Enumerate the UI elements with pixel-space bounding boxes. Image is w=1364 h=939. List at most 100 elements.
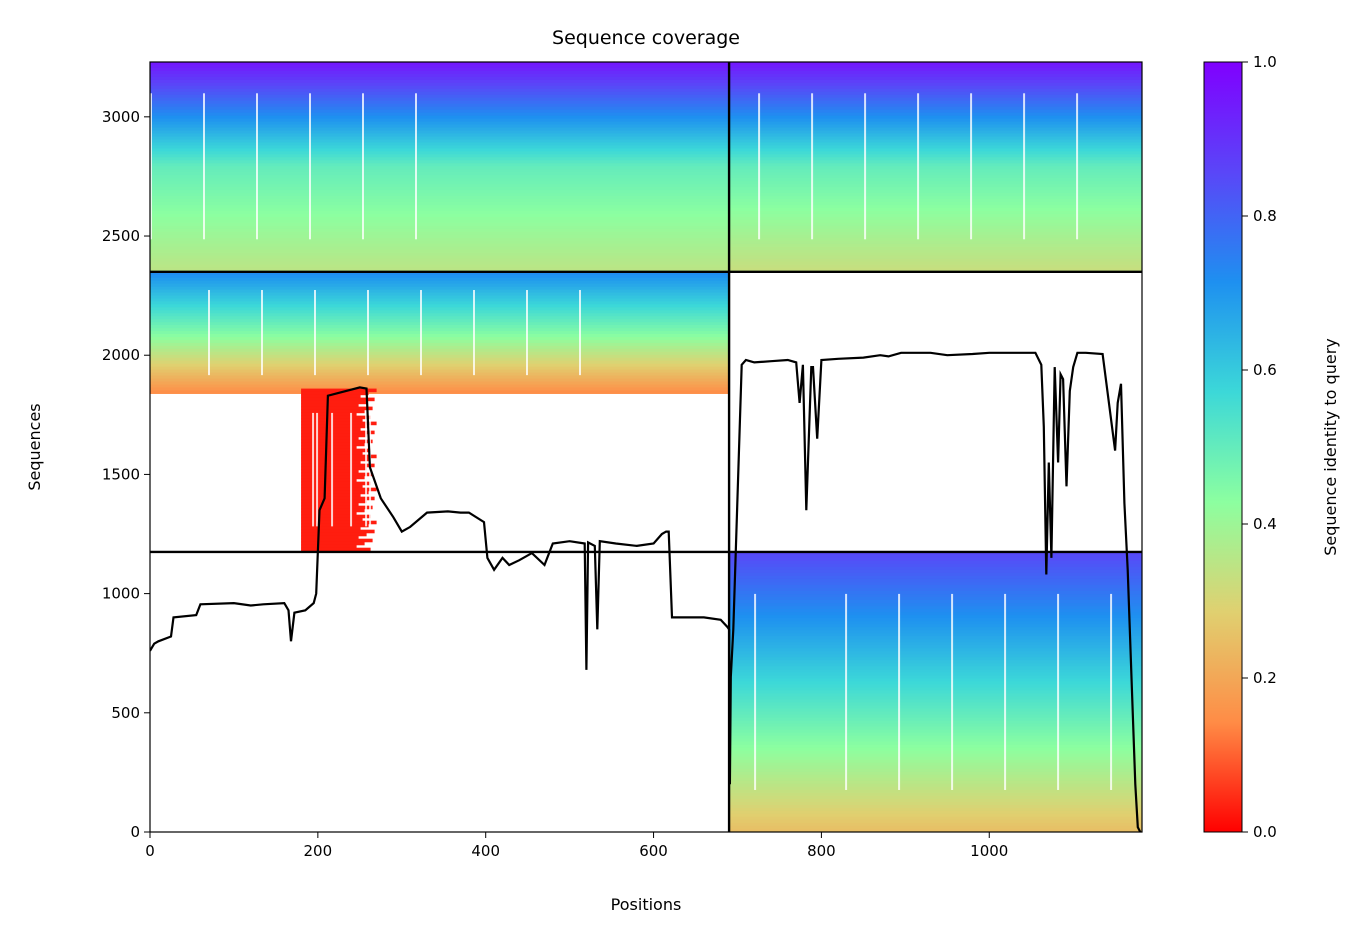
heatmap-row (301, 445, 357, 450)
coverage-gap (864, 93, 867, 240)
heatmap-row (150, 202, 730, 206)
coverage-gap (917, 93, 920, 240)
heatmap-row (301, 547, 371, 552)
heatmap-row (150, 366, 730, 371)
coverage-gap (309, 93, 311, 240)
heatmap-row (729, 795, 1142, 800)
heatmap-row (301, 400, 367, 405)
heatmap-row (150, 121, 730, 126)
heatmap-row (301, 406, 373, 411)
heatmap-row (729, 738, 1142, 743)
heatmap-row (301, 439, 373, 444)
heatmap-row (729, 684, 1142, 689)
heatmap-row (150, 246, 730, 251)
heatmap-row (150, 115, 730, 120)
heatmap-row (729, 774, 1142, 779)
heatmap-row (301, 532, 367, 537)
heatmap-row (729, 678, 1142, 683)
heatmap-row (729, 249, 1142, 254)
heatmap-row (729, 246, 1142, 251)
coverage-gap (367, 290, 369, 376)
coverage-gap (331, 412, 334, 527)
heatmap-row (150, 157, 730, 161)
colorbar-tick-label: 0.8 (1253, 207, 1277, 225)
heatmap-row (729, 142, 1142, 147)
colorbar (1203, 61, 1243, 833)
heatmap-row (301, 499, 367, 504)
heatmap-block (301, 388, 377, 552)
heatmap-row (150, 88, 730, 93)
heatmap-row (150, 271, 730, 276)
heatmap-row (729, 654, 1142, 658)
coverage-gap (256, 93, 258, 240)
heatmap-row (150, 292, 730, 297)
heatmap-row (150, 289, 730, 294)
coverage-gap (350, 412, 353, 527)
heatmap-row (150, 145, 730, 150)
x-axis: 0 200 400 600 800 1000 (145, 832, 1008, 860)
coverage-gap (312, 412, 315, 527)
heatmap-row (729, 94, 1142, 99)
heatmap-row (729, 145, 1142, 150)
heatmap-row (729, 639, 1142, 643)
heatmap-row (150, 136, 730, 141)
heatmap-row (729, 169, 1142, 173)
heatmap-row (729, 160, 1142, 164)
heatmap-row (301, 427, 361, 432)
heatmap-row (729, 726, 1142, 731)
heatmap-row (729, 756, 1142, 761)
heatmap-row (150, 363, 730, 368)
heatmap-row (729, 690, 1142, 695)
heatmap-block (729, 551, 1142, 832)
heatmap-row (729, 157, 1142, 161)
heatmap-row (301, 403, 359, 408)
heatmap-row (729, 181, 1142, 185)
heatmap-row (150, 378, 730, 383)
heatmap-row (729, 600, 1142, 604)
heatmap-row (150, 304, 730, 308)
heatmap-row (729, 166, 1142, 170)
heatmap-row (150, 387, 730, 391)
heatmap-block (150, 62, 730, 272)
heatmap-row (150, 298, 730, 303)
heatmap-row (150, 109, 730, 114)
coverage-gap (970, 93, 973, 240)
heatmap-row (729, 663, 1142, 667)
heatmap-row (150, 351, 730, 356)
heatmap-row (150, 375, 730, 380)
heatmap-row (150, 127, 730, 132)
heatmap-row (301, 505, 373, 510)
heatmap-row (150, 85, 730, 90)
heatmap-row (301, 472, 373, 477)
heatmap-row (301, 538, 373, 543)
heatmap-row (729, 798, 1142, 803)
heatmap-row (150, 339, 730, 344)
chart-title: Sequence coverage (552, 27, 740, 49)
heatmap-row (150, 295, 730, 300)
colorbar-tick-label: 0.4 (1253, 515, 1277, 533)
heatmap-row (729, 139, 1142, 144)
heatmap-row (301, 412, 357, 417)
coverage-gap (758, 93, 761, 240)
heatmap-row (150, 103, 730, 108)
heatmap-row (150, 264, 730, 269)
heatmap-row (729, 693, 1142, 698)
heatmap-row (729, 115, 1142, 120)
heatmap-row (729, 783, 1142, 788)
heatmap-row (729, 624, 1142, 628)
heatmap-row (150, 310, 730, 314)
heatmap-row (729, 205, 1142, 209)
heatmap-row (729, 786, 1142, 791)
heatmap-row (150, 252, 730, 257)
y-tick-label: 0 (130, 823, 140, 841)
y-tick-label: 1000 (102, 585, 140, 603)
heatmap-row (301, 490, 369, 495)
heatmap-row (729, 828, 1142, 832)
heatmap-row (150, 94, 730, 99)
coverage-gap (362, 93, 364, 240)
colorbar-tick-label: 0.0 (1253, 823, 1277, 841)
heatmap-row (729, 551, 1142, 556)
heatmap-row (150, 258, 730, 263)
heatmap-row (301, 463, 375, 468)
heatmap-row (729, 264, 1142, 269)
